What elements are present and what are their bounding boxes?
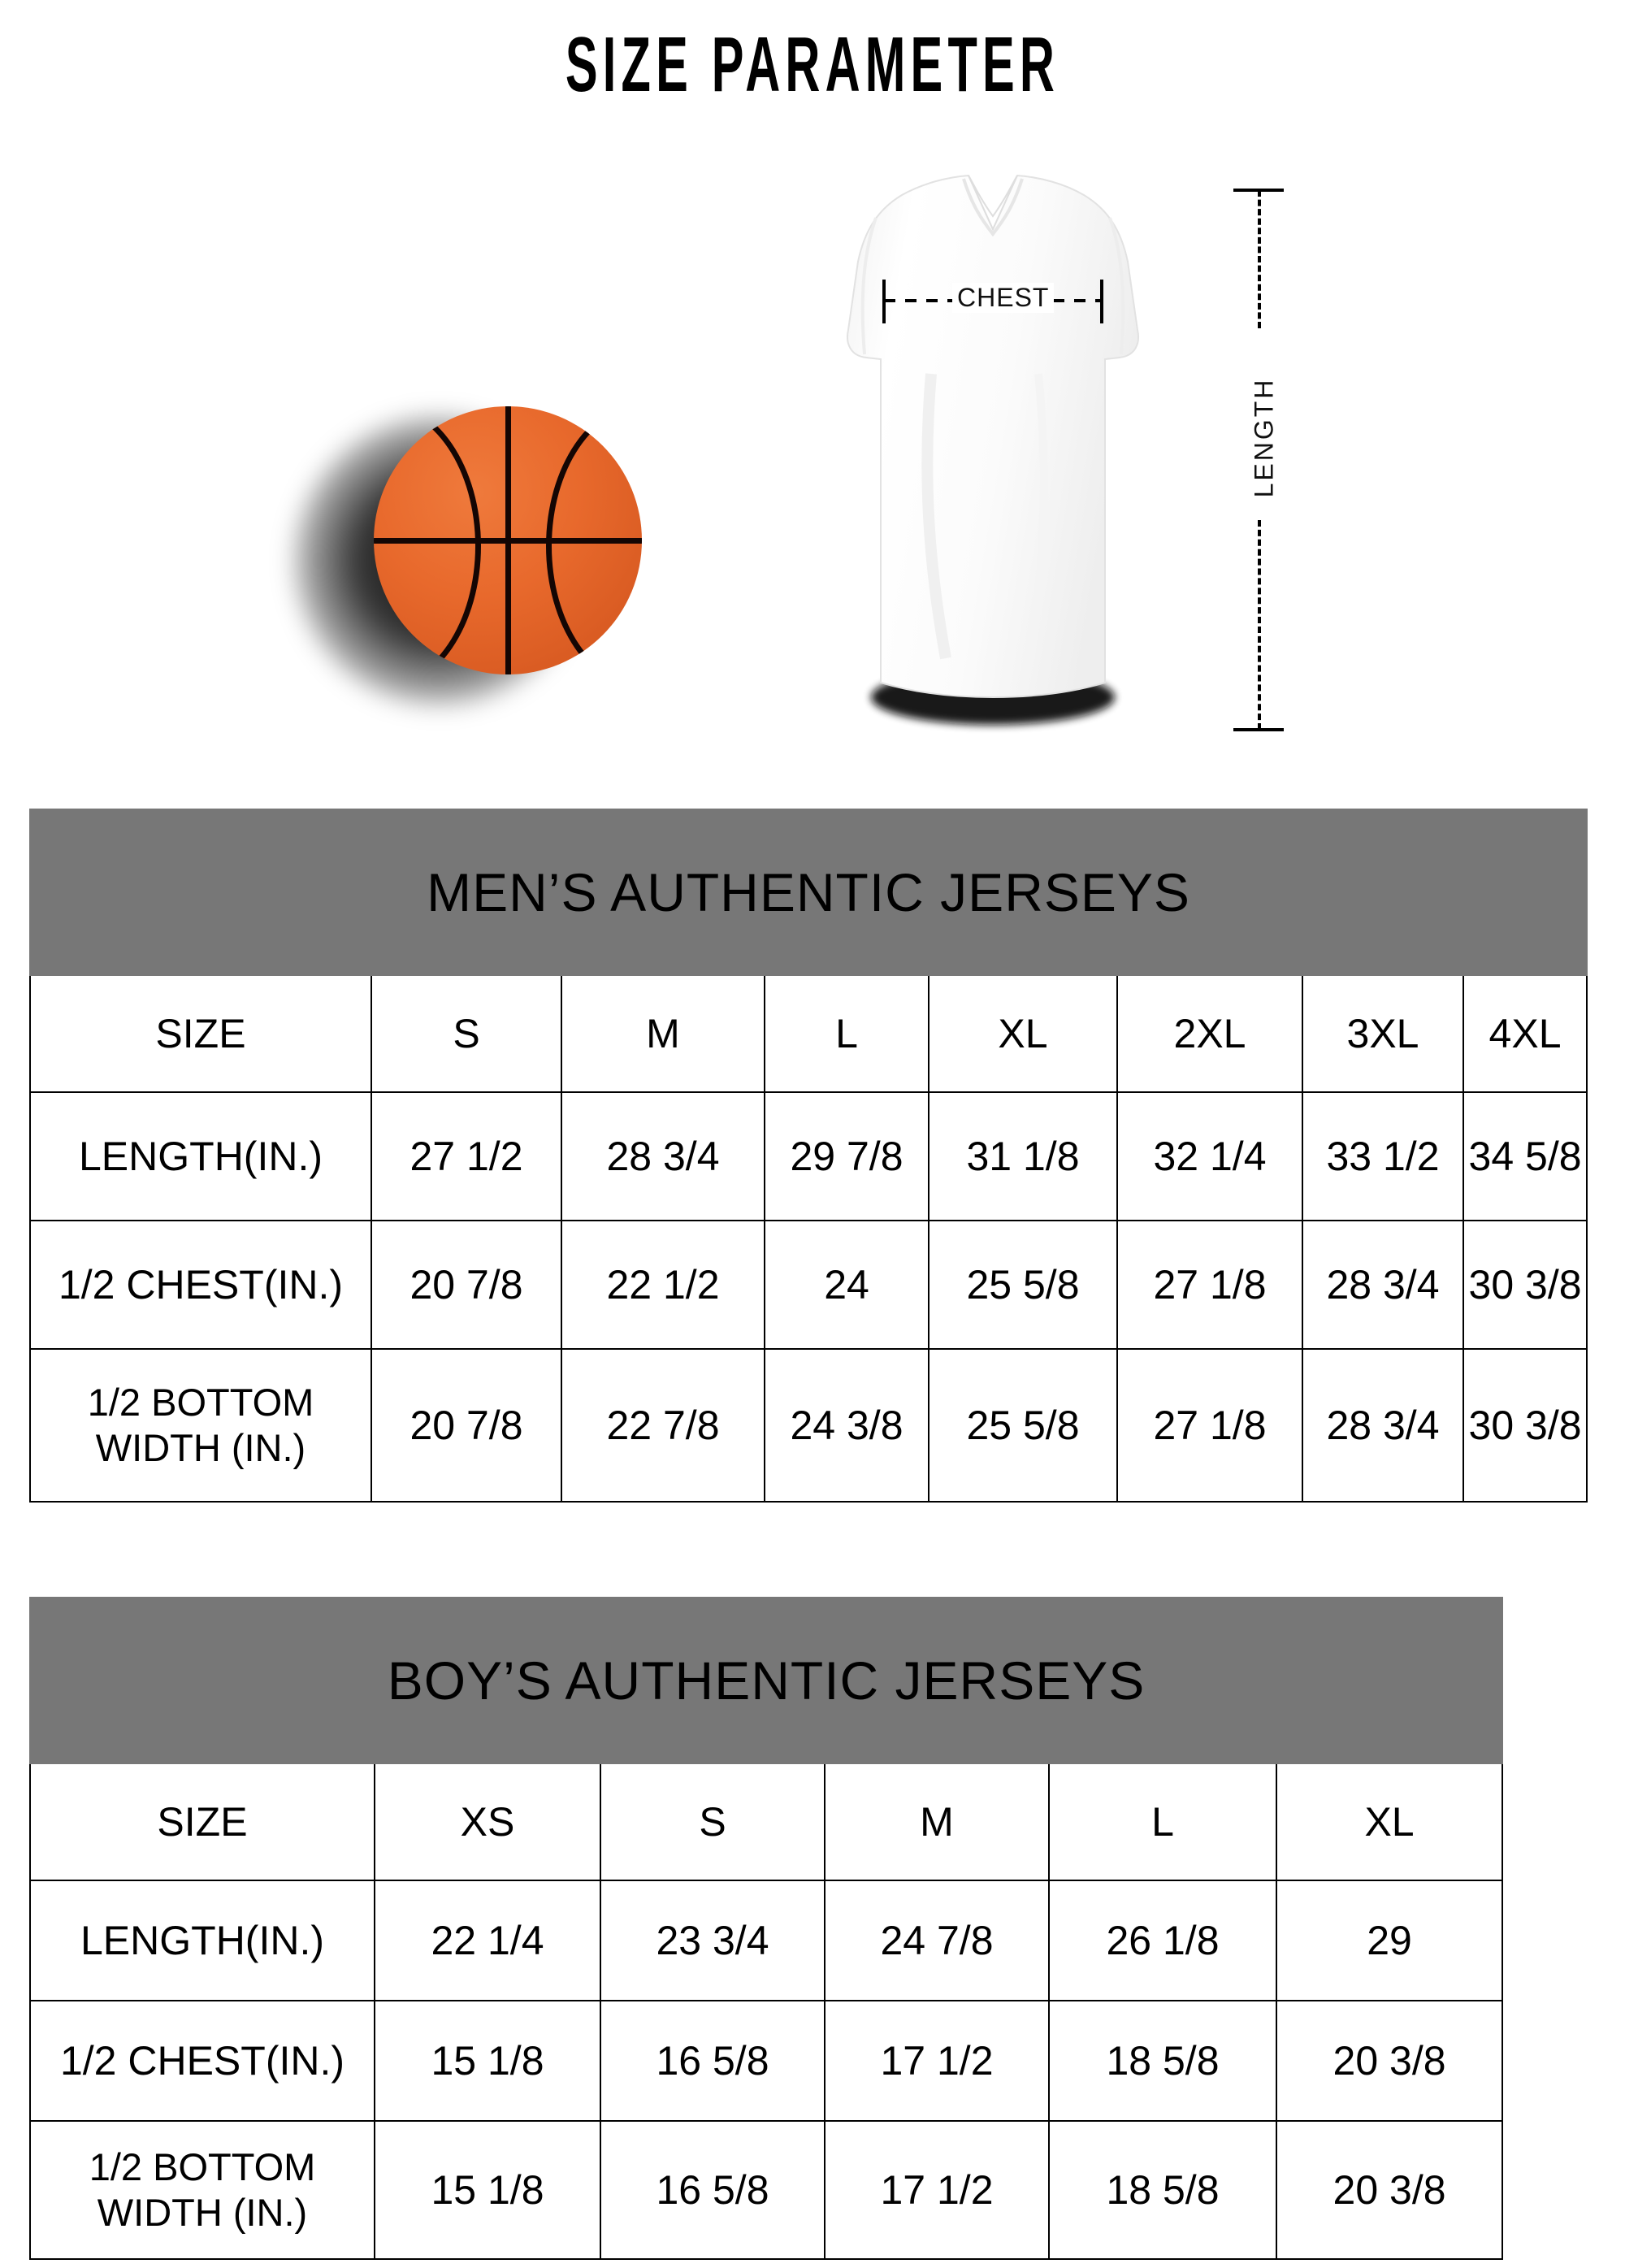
mens-bottom-width-line2: WIDTH (IN.) [95,1426,306,1469]
mens-bottom-l: 24 3/8 [764,1348,930,1503]
boys-chest-l: 18 5/8 [1048,2000,1277,2122]
boys-header-m: M [824,1763,1050,1881]
basketball-seam-horizontal [374,538,642,544]
mens-chest-3xl: 28 3/4 [1302,1220,1464,1350]
length-line-bottom [1258,520,1261,730]
mens-chest-m: 22 1/2 [561,1220,765,1350]
boys-bottom-width-line1: 1/2 BOTTOM [89,2144,316,2188]
boys-size-table: BOY’S AUTHENTIC JERSEYS SIZE XS S M L XL… [28,1597,1504,2260]
boys-length-l: 26 1/8 [1048,1880,1277,2001]
mens-table-banner: MEN’S AUTHENTIC JERSEYS [28,809,1588,976]
boys-bottom-l: 18 5/8 [1048,2120,1277,2260]
boys-bottom-xl: 20 3/8 [1275,2120,1504,2260]
table-row: 1/2 CHEST(IN.) 15 1/8 16 5/8 17 1/2 18 5… [29,2000,1504,2122]
mens-bottom-2xl: 27 1/8 [1116,1348,1303,1503]
boys-chest-xs: 15 1/8 [374,2000,601,2122]
table-row: 1/2 BOTTOM WIDTH (IN.) 15 1/8 16 5/8 17 … [29,2120,1504,2260]
boys-table-header-row: SIZE XS S M L XL [29,1763,1504,1881]
mens-header-s: S [370,974,562,1093]
boys-header-s: S [600,1763,826,1881]
boys-length-xs: 22 1/4 [374,1880,601,2001]
mens-chest-2xl: 27 1/8 [1116,1220,1303,1350]
boys-header-l: L [1048,1763,1277,1881]
mens-length-m: 28 3/4 [561,1091,765,1221]
mens-length-l: 29 7/8 [764,1091,930,1221]
mens-bottom-4xl: 30 3/8 [1462,1348,1588,1503]
basketball-seam-arc-left [374,406,481,674]
table-row: 1/2 CHEST(IN.) 20 7/8 22 1/2 24 25 5/8 2… [29,1220,1588,1350]
basketball-seam-arc-right [546,406,642,674]
mens-header-2xl: 2XL [1116,974,1303,1093]
mens-bottom-m: 22 7/8 [561,1348,765,1503]
mens-table-header-row: SIZE S M L XL 2XL 3XL 4XL [29,974,1588,1093]
jersey-illustration: CHEST [780,171,1202,756]
boys-row-label-chest: 1/2 CHEST(IN.) [29,2000,375,2122]
boys-bottom-xs: 15 1/8 [374,2120,601,2260]
boys-chest-xl: 20 3/8 [1275,2000,1504,2122]
mens-length-3xl: 33 1/2 [1302,1091,1464,1221]
mens-bottom-3xl: 28 3/4 [1302,1348,1464,1503]
mens-header-m: M [561,974,765,1093]
mens-length-xl: 31 1/8 [928,1091,1118,1221]
table-row: LENGTH(IN.) 22 1/4 23 3/4 24 7/8 26 1/8 … [29,1880,1504,2001]
mens-chest-l: 24 [764,1220,930,1350]
mens-bottom-width-line1: 1/2 BOTTOM [87,1380,314,1424]
mens-chest-s: 20 7/8 [370,1220,562,1350]
mens-table-banner-row: MEN’S AUTHENTIC JERSEYS [28,809,1588,976]
boys-length-m: 24 7/8 [824,1880,1050,2001]
mens-row-label-bottom-width: 1/2 BOTTOM WIDTH (IN.) [29,1348,372,1503]
boys-bottom-m: 17 1/2 [824,2120,1050,2260]
boys-chest-m: 17 1/2 [824,2000,1050,2122]
mens-bottom-s: 20 7/8 [370,1348,562,1503]
basketball-icon [292,398,650,723]
jersey-icon [847,174,1139,725]
table-row: LENGTH(IN.) 27 1/2 28 3/4 29 7/8 31 1/8 … [29,1091,1588,1221]
boys-header-size: SIZE [29,1763,375,1881]
mens-header-l: L [764,974,930,1093]
mens-length-4xl: 34 5/8 [1462,1091,1588,1221]
mens-bottom-xl: 25 5/8 [928,1348,1118,1503]
table-row: 1/2 BOTTOM WIDTH (IN.) 20 7/8 22 7/8 24 … [29,1348,1588,1503]
mens-header-xl: XL [928,974,1118,1093]
boys-header-xs: XS [374,1763,601,1881]
basketball-body [374,406,642,674]
mens-length-2xl: 32 1/4 [1116,1091,1303,1221]
boys-row-label-length: LENGTH(IN.) [29,1880,375,2001]
boys-bottom-s: 16 5/8 [600,2120,826,2260]
mens-header-3xl: 3XL [1302,974,1464,1093]
length-line-top [1258,190,1261,328]
mens-row-label-chest: 1/2 CHEST(IN.) [29,1220,372,1350]
chest-measurement-label: CHEST [952,283,1055,313]
boys-header-xl: XL [1275,1763,1504,1881]
illustration-band: CHEST LENGTH [0,154,1625,796]
boys-row-label-bottom-width: 1/2 BOTTOM WIDTH (IN.) [29,2120,375,2260]
length-cap-bottom [1233,728,1284,731]
mens-chest-xl: 25 5/8 [928,1220,1118,1350]
mens-header-4xl: 4XL [1462,974,1588,1093]
mens-header-size: SIZE [29,974,372,1093]
mens-chest-4xl: 30 3/8 [1462,1220,1588,1350]
boys-table-banner: BOY’S AUTHENTIC JERSEYS [28,1597,1504,1764]
boys-bottom-width-line2: WIDTH (IN.) [97,2191,308,2234]
mens-row-label-length: LENGTH(IN.) [29,1091,372,1221]
length-measurement: LENGTH [1219,179,1308,748]
boys-chest-s: 16 5/8 [600,2000,826,2122]
boys-table-banner-row: BOY’S AUTHENTIC JERSEYS [28,1597,1504,1764]
length-measurement-label: LENGTH [1249,377,1279,498]
mens-size-table: MEN’S AUTHENTIC JERSEYS SIZE S M L XL 2X… [28,809,1588,1503]
boys-length-xl: 29 [1275,1880,1504,2001]
page-title: SIZE PARAMETER [565,21,1060,108]
boys-length-s: 23 3/4 [600,1880,826,2001]
mens-length-s: 27 1/2 [370,1091,562,1221]
